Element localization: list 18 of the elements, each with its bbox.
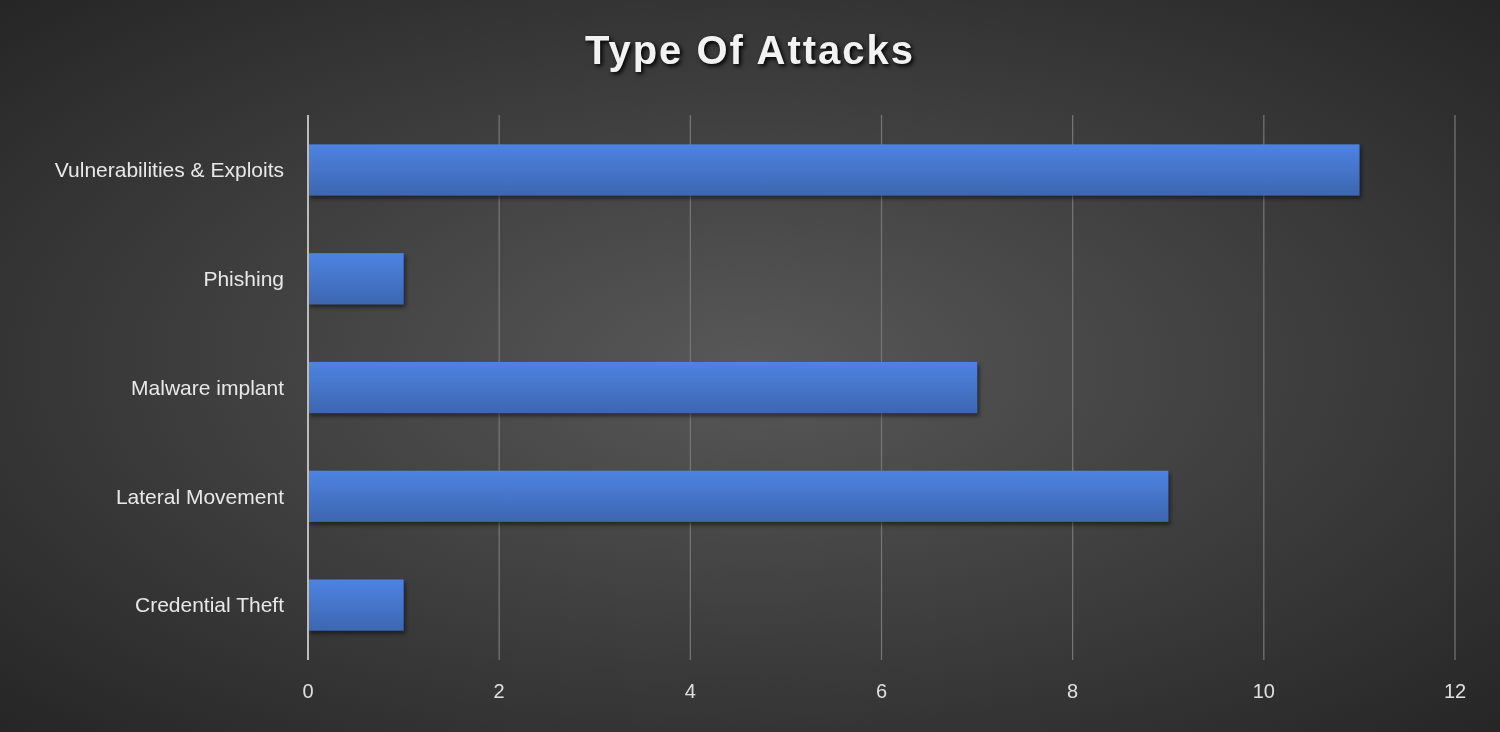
x-tick-label: 10 (1252, 680, 1275, 702)
x-tick-label: 2 (493, 680, 505, 702)
y-tick-label: Malware implant (131, 375, 285, 399)
bar (308, 144, 1360, 196)
bar (308, 470, 1169, 522)
x-tick-label: 12 (1443, 680, 1467, 702)
y-tick-label: Credential Theft (134, 593, 285, 617)
bar (308, 579, 404, 631)
bar (308, 253, 404, 305)
x-tick-label: 6 (875, 680, 888, 702)
x-tick-label: 8 (1067, 680, 1079, 702)
x-tick-label: 4 (684, 680, 696, 702)
y-tick-label: Lateral Movement (115, 484, 285, 508)
x-tick-label: 0 (302, 680, 314, 702)
bar (308, 361, 978, 414)
y-tick-label: Vulnerabilities & Exploits (54, 158, 284, 182)
y-tick-label: Phishing (203, 267, 284, 291)
chart-title: Type Of Attacks (584, 28, 916, 72)
